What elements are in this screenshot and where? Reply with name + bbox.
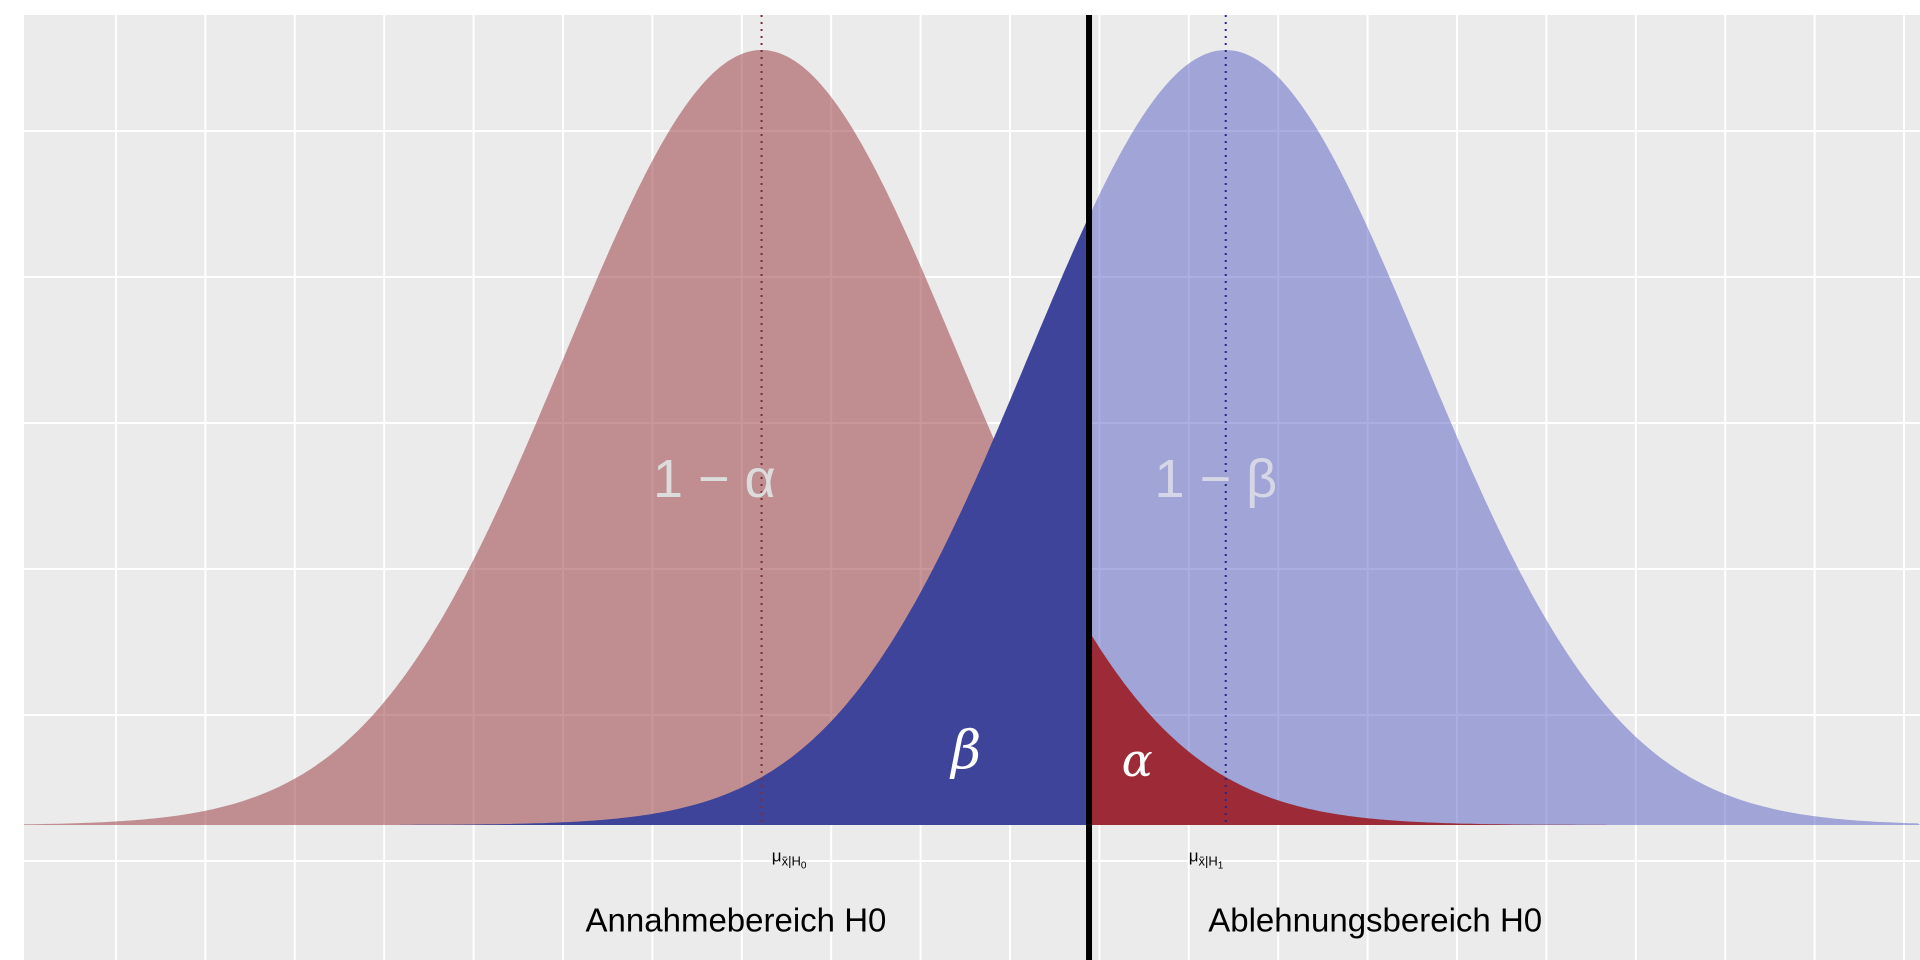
alpha-error-region (1089, 631, 1608, 825)
mu-subscript: x̄|H (781, 853, 801, 869)
rejection-region-caption: Ablehnungsbereich H0 (1208, 901, 1543, 939)
label-alpha: α (1121, 733, 1153, 787)
mu-sub-index: 1 (1217, 860, 1224, 872)
h1-distribution-area (399, 50, 1920, 825)
mu-h0-mean-label: μx̄|H0 (771, 846, 807, 872)
mu-h1-mean-label: μx̄|H1 (1188, 846, 1224, 872)
h0-distribution-area (24, 50, 1608, 825)
label-beta: β (951, 721, 982, 781)
mu-subscript: x̄|H (1198, 853, 1218, 869)
mu-symbol: μ (771, 846, 782, 866)
mu-sub-index: 0 (800, 860, 807, 872)
label-one-minus-alpha: 1 − α (652, 449, 776, 509)
acceptance-region-caption: Annahmebereich H0 (585, 901, 887, 939)
top-margin (0, 0, 1920, 15)
beta-error-region (399, 218, 1089, 825)
mu-symbol: μ (1188, 846, 1199, 866)
left-margin (0, 0, 24, 960)
label-one-minus-beta: 1 − β (1154, 449, 1278, 509)
